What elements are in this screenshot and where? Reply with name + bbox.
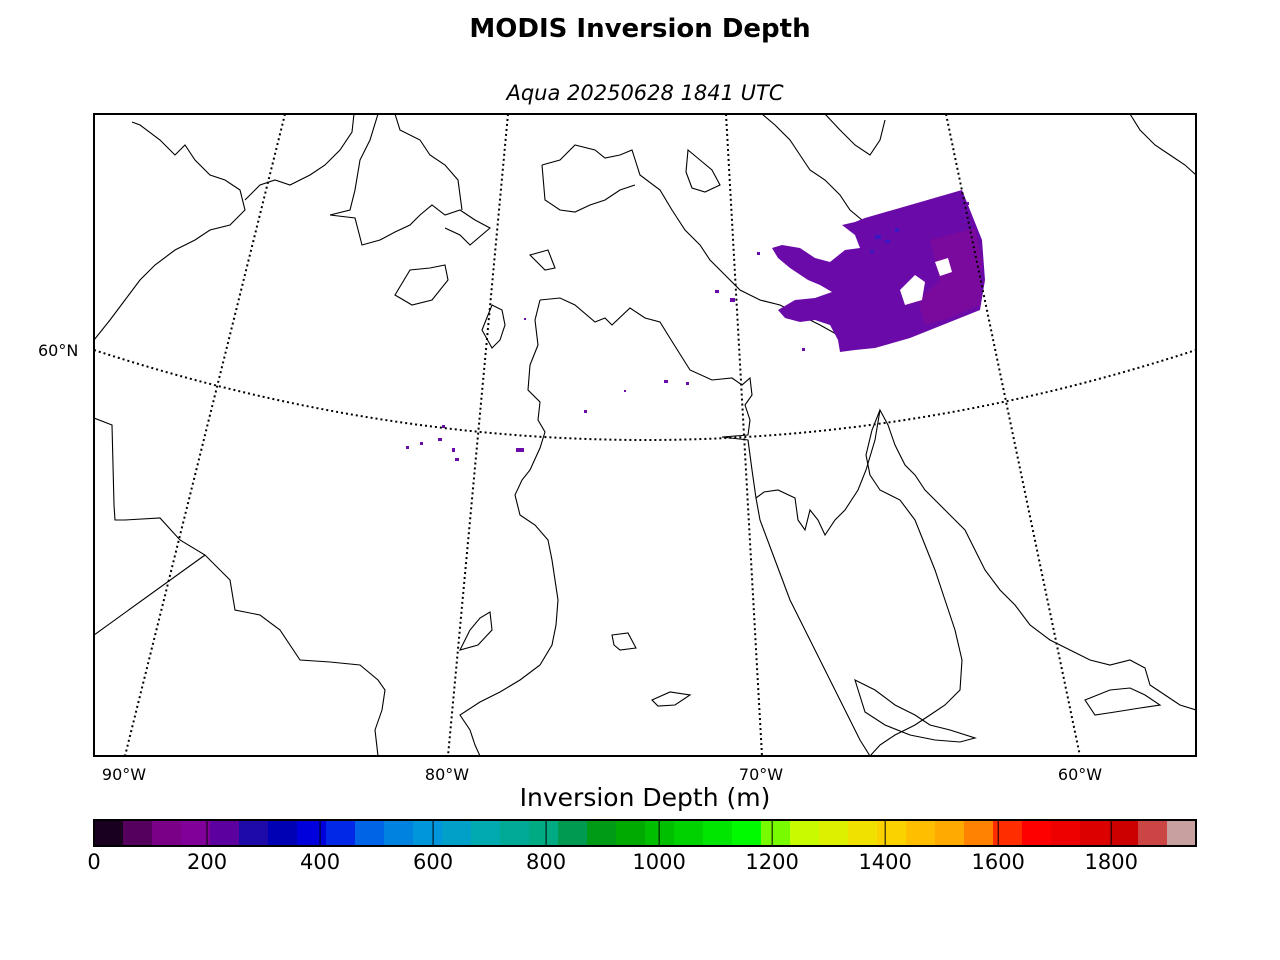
colorbar-segment: [877, 820, 907, 846]
colorbar-segment: [1109, 820, 1139, 846]
swath-scattered-blue: [870, 228, 899, 253]
graticule: [94, 114, 1196, 756]
parallel-60n: [94, 349, 1196, 441]
colorbar-tick-label: 600: [413, 850, 454, 874]
colorbar-segment: [819, 820, 849, 846]
coastlines: [94, 114, 1196, 756]
colorbar-segment: [326, 820, 356, 846]
island-belcher-b: [458, 611, 493, 651]
colorbar-segment: [210, 820, 240, 846]
colorbar-segment: [413, 820, 443, 846]
island-gaspe: [854, 678, 977, 743]
colorbar-tick-label: 1400: [858, 850, 912, 874]
colorbar-segment: [558, 820, 588, 846]
island-anticosti: [651, 691, 692, 707]
colorbar-segment: [790, 820, 820, 846]
meridian-80w: [447, 114, 509, 756]
coastline-southampton: [329, 114, 491, 246]
colorbar-segment: [181, 820, 211, 846]
colorbar-segment: [297, 820, 327, 846]
colorbar-segment: [442, 820, 472, 846]
colorbar-segment: [384, 820, 414, 846]
colorbar-segment: [732, 820, 762, 846]
colorbar-title: Inversion Depth (m): [519, 783, 771, 812]
swath-gap-1: [900, 275, 925, 305]
colorbar-segment: [239, 820, 269, 846]
meridian-90w: [124, 114, 286, 756]
colorbar-segment: [471, 820, 501, 846]
colorbar-segment: [1022, 820, 1052, 846]
colorbar-segment: [1167, 820, 1197, 846]
colorbar-tick-label: 200: [186, 850, 228, 874]
colorbar-tick-label: 800: [526, 850, 567, 874]
colorbar-tick-label: 1000: [632, 850, 686, 874]
border-manitoba-ontario: [94, 554, 206, 636]
colorbar-segment: [587, 820, 617, 846]
island-resolution: [685, 148, 721, 193]
lat-label-60n: 60°N: [38, 341, 79, 360]
colorbar-segment: [1051, 820, 1081, 846]
coastline-kivalliq: [94, 114, 355, 341]
island-akimiski: [611, 632, 637, 651]
colorbar-tick-label: 0: [87, 850, 101, 874]
meridian-70w: [725, 114, 763, 756]
coastline-manitoba: [94, 417, 386, 756]
colorbar-tick-label: 400: [300, 850, 341, 874]
colorbar-segment: [935, 820, 965, 846]
colorbar-segment: [1138, 820, 1168, 846]
colorbar-segment: [123, 820, 153, 846]
lon-label-80w: 80°W: [424, 765, 470, 784]
map-title: MODIS Inversion Depth: [469, 14, 811, 44]
island-mansel: [528, 249, 556, 271]
colorbar-tick-label: 1200: [745, 850, 799, 874]
colorbar-segment: [268, 820, 298, 846]
colorbar-segment: [848, 820, 878, 846]
colorbar-segment: [1080, 820, 1110, 846]
colorbar-segment: [500, 820, 530, 846]
coastline-hudson-bay-east: [539, 297, 1196, 711]
colorbar-segment: [993, 820, 1023, 846]
coastline-ungava: [865, 409, 963, 756]
colorbar-tick-label: 1600: [971, 850, 1025, 874]
colorbar-segment: [616, 820, 646, 846]
meridian-60w: [945, 114, 1081, 756]
lon-label-60w: 60°W: [1057, 765, 1103, 784]
lon-label-90w: 90°W: [101, 765, 147, 784]
coastline-hudson-bay-south: [459, 299, 559, 756]
island-belcher-a: [481, 304, 506, 349]
coastline-labrador-inner: [755, 497, 871, 756]
colorbar-segment: [964, 820, 994, 846]
colorbar-segment: [761, 820, 791, 846]
colorbar-segment: [674, 820, 704, 846]
coastline-baffin-north: [761, 114, 1196, 231]
swath-scattered-pixels: [406, 202, 969, 461]
colorbar-tick-label: 1800: [1084, 850, 1138, 874]
colorbar-segment: [645, 820, 675, 846]
swath-dense: [918, 228, 982, 325]
coastline-foxe: [394, 114, 463, 211]
map-subtitle: Aqua 20250628 1841 UTC: [506, 81, 784, 105]
colorbar-segment: [906, 820, 936, 846]
map-frame: [93, 113, 1197, 757]
colorbar: [93, 820, 1197, 846]
colorbar-segment: [152, 820, 182, 846]
colorbar-frame: [93, 819, 1197, 847]
map-area: [94, 114, 1196, 756]
inversion-depth-swath: [406, 190, 985, 461]
island-newfoundland-tip: [1084, 687, 1162, 716]
swath-gap-2: [935, 258, 952, 276]
island-coats: [394, 264, 449, 306]
colorbar-segment: [529, 820, 559, 846]
colorbar-segment: [355, 820, 385, 846]
colorbar-segment: [703, 820, 733, 846]
lon-label-70w: 70°W: [738, 765, 784, 784]
colorbar-segment: [94, 820, 124, 846]
